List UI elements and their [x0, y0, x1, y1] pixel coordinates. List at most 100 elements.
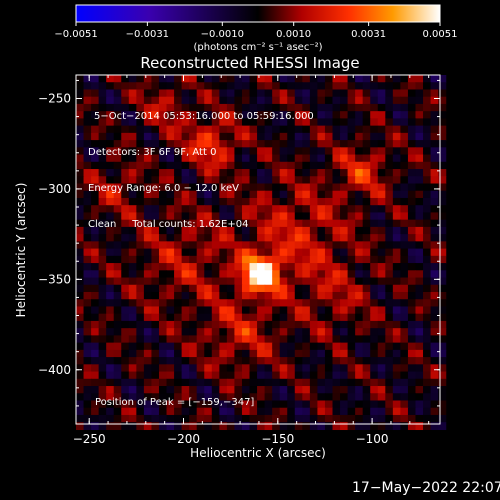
heatmap-pixel	[415, 197, 424, 206]
heatmap-pixel	[211, 89, 220, 98]
heatmap-pixel	[287, 248, 296, 257]
heatmap-pixel	[309, 357, 319, 365]
heatmap-pixel	[355, 111, 364, 119]
heatmap-pixel	[226, 284, 236, 293]
heatmap-pixel	[211, 226, 220, 235]
heatmap-pixel	[249, 132, 258, 141]
heatmap-pixel	[91, 190, 100, 199]
heatmap-pixel	[347, 299, 356, 308]
heatmap-pixel	[415, 89, 424, 98]
heatmap-pixel	[121, 393, 130, 402]
heatmap-pixel	[106, 371, 115, 380]
heatmap-pixel	[219, 111, 228, 119]
heatmap-pixel	[158, 270, 168, 279]
heatmap-pixel	[385, 103, 394, 112]
heatmap-pixel	[423, 154, 432, 163]
heatmap-pixel	[189, 335, 198, 344]
heatmap-pixel	[400, 111, 409, 119]
heatmap-pixel	[189, 270, 198, 279]
heatmap-pixel	[355, 234, 364, 242]
heatmap-pixel	[113, 299, 122, 308]
heatmap-pixel	[143, 248, 153, 257]
heatmap-pixel	[294, 103, 303, 112]
heatmap-pixel	[423, 393, 432, 402]
heatmap-pixel	[362, 306, 371, 315]
heatmap-pixel	[241, 393, 251, 402]
heatmap-pixel	[385, 291, 394, 300]
heatmap-pixel	[113, 205, 122, 214]
heatmap-pixel	[415, 284, 424, 293]
heatmap-pixel	[407, 270, 417, 279]
heatmap-pixel	[317, 349, 326, 358]
heatmap-pixel	[158, 226, 168, 235]
heatmap-pixel	[392, 364, 401, 373]
heatmap-pixel	[355, 378, 364, 387]
heatmap-pixel	[415, 169, 424, 177]
heatmap-pixel	[249, 125, 258, 134]
heatmap-pixel	[279, 414, 288, 423]
heatmap-pixel	[355, 197, 364, 206]
heatmap-pixel	[204, 277, 213, 286]
heatmap-pixel	[174, 371, 183, 380]
heatmap-pixel	[189, 320, 198, 329]
heatmap-pixel	[143, 328, 153, 336]
heatmap-pixel	[415, 270, 424, 279]
heatmap-pixel	[158, 132, 168, 141]
heatmap-pixel	[226, 161, 236, 170]
heatmap-pixel	[392, 212, 401, 221]
heatmap-pixel	[219, 414, 228, 423]
heatmap-pixel	[98, 89, 107, 98]
heatmap-pixel	[76, 140, 85, 148]
heatmap-pixel	[294, 96, 303, 105]
heatmap-pixel	[204, 393, 213, 402]
heatmap-pixel	[324, 320, 334, 329]
heatmap-pixel	[415, 219, 424, 228]
heatmap-pixel	[189, 248, 198, 257]
heatmap-pixel	[143, 284, 153, 293]
heatmap-pixel	[241, 270, 251, 279]
heatmap-pixel	[392, 118, 401, 127]
heatmap-pixel	[407, 125, 417, 134]
heatmap-pixel	[287, 103, 296, 112]
heatmap-pixel	[272, 241, 281, 250]
heatmap-pixel	[317, 234, 326, 242]
heatmap-pixel	[294, 82, 303, 91]
heatmap-pixel	[430, 96, 439, 105]
heatmap-pixel	[287, 183, 296, 192]
heatmap-pixel	[98, 132, 107, 141]
heatmap-pixel	[279, 212, 288, 221]
heatmap-pixel	[211, 169, 220, 177]
heatmap-pixel	[294, 111, 303, 119]
heatmap-pixel	[332, 118, 341, 127]
heatmap-pixel	[309, 306, 319, 315]
heatmap-pixel	[272, 393, 281, 402]
heatmap-pixel	[257, 212, 266, 221]
heatmap-pixel	[113, 284, 122, 293]
heatmap-pixel	[106, 270, 115, 279]
heatmap-pixel	[234, 197, 243, 206]
heatmap-pixel	[257, 320, 266, 329]
heatmap-pixel	[226, 176, 236, 185]
heatmap-pixel	[423, 386, 432, 394]
heatmap-pixel	[121, 169, 130, 177]
heatmap-pixel	[347, 248, 356, 257]
heatmap-pixel	[377, 219, 386, 228]
heatmap-pixel	[151, 169, 160, 177]
heatmap-pixel	[294, 132, 303, 141]
heatmap-pixel	[158, 75, 168, 83]
heatmap-pixel	[377, 183, 386, 192]
heatmap-pixel	[151, 226, 160, 235]
heatmap-pixel	[264, 378, 273, 387]
heatmap-pixel	[370, 299, 379, 308]
heatmap-pixel	[91, 219, 100, 228]
heatmap-pixel	[196, 378, 205, 387]
heatmap-pixel	[377, 89, 386, 98]
heatmap-pixel	[302, 125, 311, 134]
heatmap-pixel	[174, 176, 183, 185]
heatmap-pixel	[400, 169, 409, 177]
heatmap-pixel	[189, 349, 198, 358]
heatmap-pixel	[211, 132, 220, 141]
heatmap-pixel	[234, 147, 243, 156]
heatmap-pixel	[91, 234, 100, 242]
heatmap-pixel	[136, 140, 145, 148]
